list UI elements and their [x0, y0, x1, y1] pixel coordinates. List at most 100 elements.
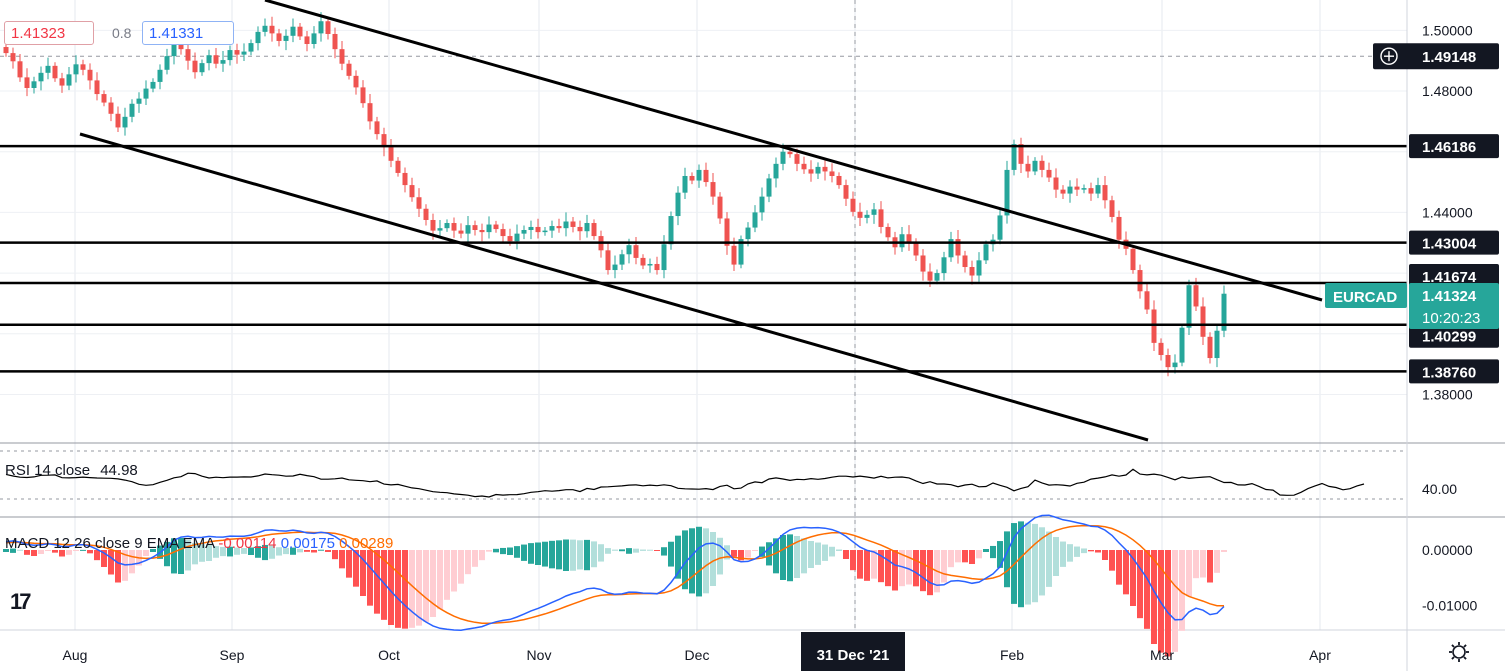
macd-histogram-bar	[465, 550, 471, 575]
candle-body	[206, 55, 212, 64]
candle-body	[178, 41, 184, 50]
candle-body	[220, 60, 226, 64]
macd-histogram-bar	[990, 545, 996, 559]
macd-histogram-bar	[80, 549, 86, 551]
macd-histogram-bar	[829, 546, 835, 557]
candle-body	[458, 230, 464, 234]
macd-histogram-bar	[780, 535, 786, 580]
macd-histogram-bar	[563, 539, 569, 571]
candle-body	[1032, 160, 1038, 172]
candle-body	[80, 64, 86, 70]
macd-histogram-bar	[66, 550, 72, 555]
candle-body	[605, 250, 611, 271]
macd-histogram-group	[3, 521, 1227, 657]
bid-price-badge[interactable]: 1.41323	[4, 21, 94, 45]
candle-body	[409, 185, 415, 198]
candle-body	[661, 244, 667, 271]
candle-body	[1165, 355, 1171, 368]
level-price-text: 1.41674	[1422, 269, 1477, 286]
level-price-badge	[1409, 230, 1499, 255]
candle-body	[752, 212, 758, 228]
macd-histogram-bar	[304, 550, 310, 552]
macd-histogram-bar	[143, 550, 149, 556]
macd-histogram-bar	[1165, 550, 1171, 657]
macd-histogram-bar	[745, 550, 751, 558]
tradingview-logo-icon[interactable]: 17	[10, 589, 32, 614]
macd-histogram-bar	[1067, 544, 1073, 562]
candle-body	[640, 257, 646, 266]
candle-body	[773, 163, 779, 179]
candle-body	[1025, 163, 1031, 172]
macd-histogram-bar	[787, 534, 793, 582]
macd-histogram-bar	[297, 548, 303, 553]
macd-histogram-bar	[220, 546, 226, 557]
rsi-value: 44.98	[100, 462, 138, 479]
macd-histogram-bar	[479, 550, 485, 561]
macd-histogram-bar	[906, 550, 912, 585]
macd-histogram-bar	[507, 547, 513, 555]
candle-body	[787, 151, 793, 155]
candle-body	[878, 209, 884, 227]
macd-histogram-bar	[1214, 550, 1220, 573]
candle-body	[1172, 362, 1178, 368]
last-price-badge	[1409, 283, 1499, 329]
macd-histogram-bar	[661, 547, 667, 556]
level-price-text: 1.40299	[1422, 329, 1476, 346]
macd-histogram-bar	[801, 538, 807, 574]
candle-body	[73, 64, 79, 75]
level-price-badge	[1409, 323, 1499, 348]
candle-body	[115, 113, 121, 128]
candle-body	[17, 61, 23, 78]
level-price-text: 1.46186	[1422, 139, 1476, 156]
candle-body	[45, 65, 51, 73]
candle-body	[689, 175, 695, 181]
macd-histogram-bar	[458, 550, 464, 584]
macd-histogram-bar	[451, 550, 457, 592]
candle-body	[941, 257, 947, 274]
macd-tick-label: 0.00000	[1422, 542, 1473, 558]
candle-body	[1039, 160, 1045, 170]
time-tick-label: Apr	[1309, 647, 1331, 663]
macd-histogram-bar	[1137, 550, 1143, 619]
macd-histogram-bar	[850, 550, 856, 571]
candle-body	[1018, 144, 1024, 164]
candle-body	[1053, 177, 1059, 190]
candle-body	[948, 239, 954, 258]
macd-histogram-bar	[717, 537, 723, 575]
candle-body	[255, 31, 261, 44]
macd-histogram-bar	[654, 550, 660, 551]
candle-body	[38, 72, 44, 82]
candle-body	[654, 263, 660, 271]
symbol-badge	[1325, 283, 1407, 308]
macd-histogram-bar	[598, 544, 604, 562]
candle-body	[542, 230, 548, 233]
macd-histogram-bar	[213, 546, 219, 558]
macd-histogram-bar	[1046, 531, 1052, 587]
macd-histogram-bar	[878, 550, 884, 583]
candle-body	[136, 98, 142, 104]
macd-histogram-bar	[983, 549, 989, 552]
candle-body	[794, 154, 800, 164]
macd-line	[5, 514, 1225, 631]
macd-histogram-bar	[521, 544, 527, 561]
candle-body	[521, 229, 527, 234]
macd-histogram-bar	[339, 550, 345, 569]
candle-body	[87, 69, 93, 81]
ask-price-badge[interactable]: 1.41331	[142, 21, 234, 45]
candle-body	[262, 25, 268, 32]
candle-body	[836, 175, 842, 186]
time-tick-label: Nov	[527, 647, 552, 663]
macd-histogram-bar	[374, 550, 380, 614]
macd-histogram-bar	[913, 550, 919, 587]
candle-body	[857, 211, 863, 218]
macd-histogram-bar	[885, 550, 891, 587]
macd-histogram-bar	[241, 548, 247, 554]
macd-histogram-bar	[864, 550, 870, 581]
candle-body	[164, 56, 170, 70]
candle-body	[1060, 189, 1066, 194]
macd-histogram-bar	[962, 550, 968, 563]
countdown-text: 10:20:23	[1422, 310, 1480, 327]
candle-body	[549, 226, 555, 231]
macd-histogram-bar	[1116, 550, 1122, 585]
